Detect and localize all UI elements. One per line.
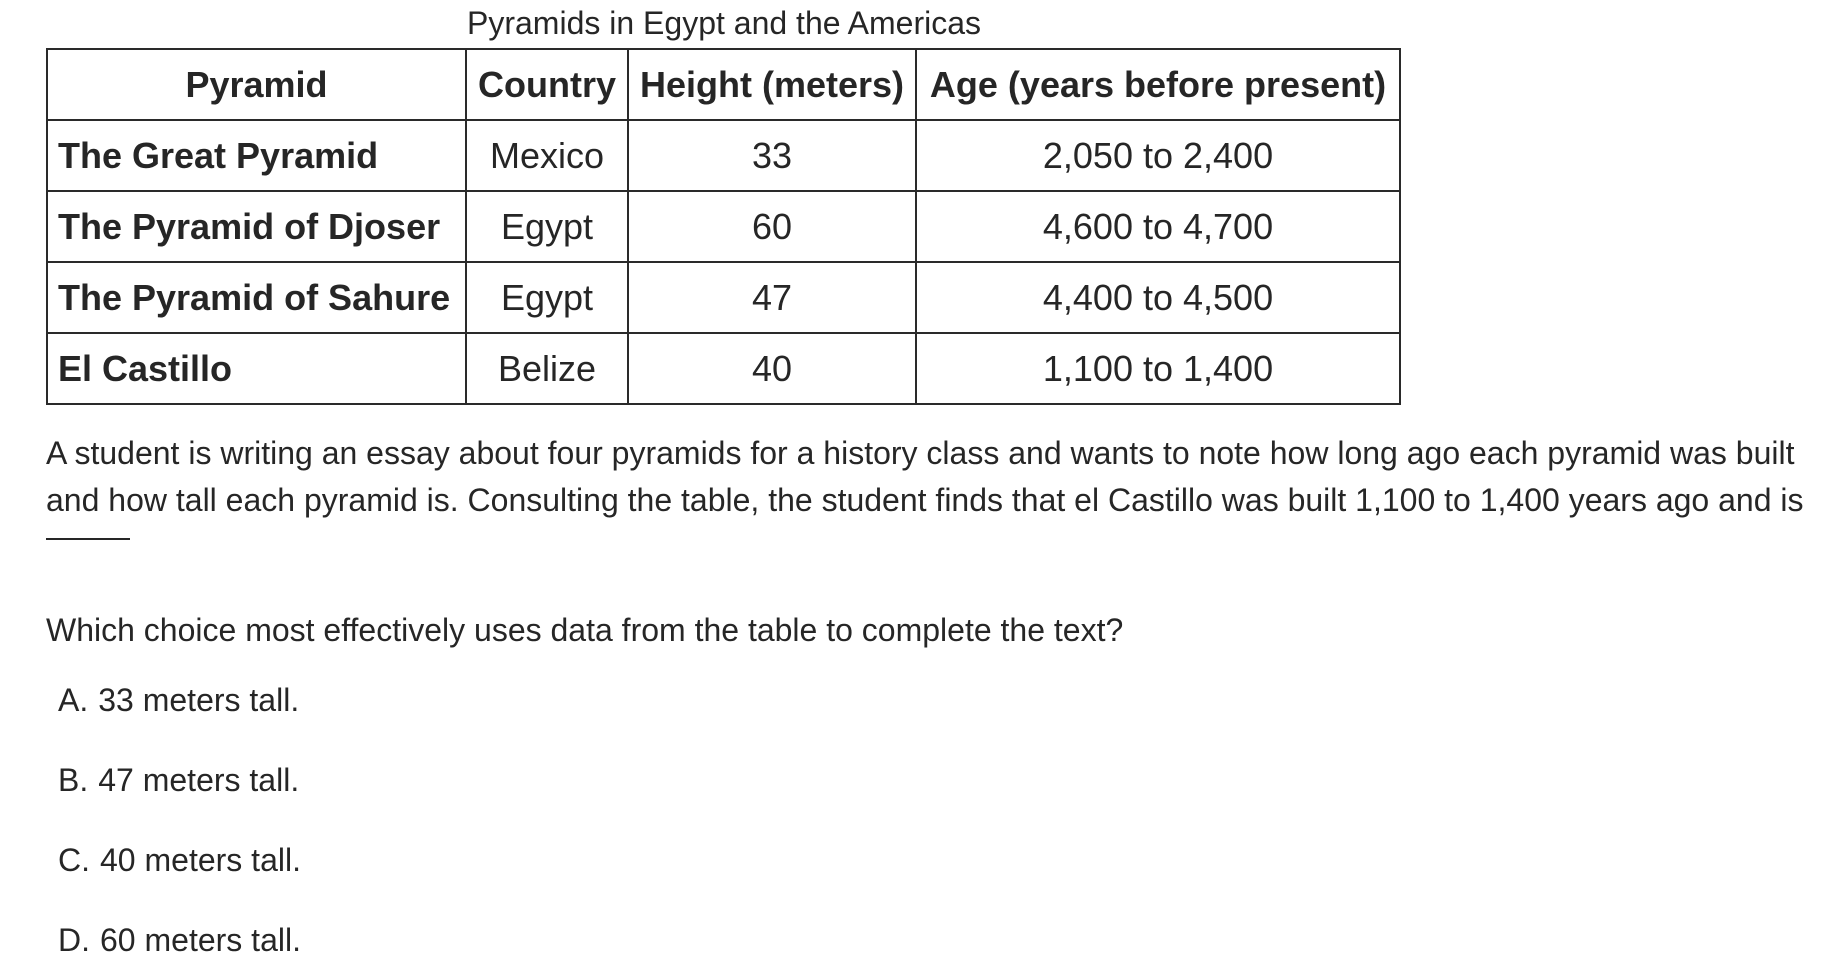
choice-b[interactable]: B. 47 meters tall. xyxy=(58,760,299,800)
choice-letter: A. xyxy=(58,682,89,718)
choice-text: 33 meters tall. xyxy=(98,682,300,718)
pyramids-table: Pyramid Country Height (meters) Age (yea… xyxy=(46,48,1401,405)
choice-letter: B. xyxy=(58,762,89,798)
column-header-height: Height (meters) xyxy=(627,48,917,121)
height-cell: 33 xyxy=(627,119,917,192)
age-cell: 2,050 to 2,400 xyxy=(915,119,1401,192)
choice-text: 60 meters tall. xyxy=(100,922,301,958)
height-cell: 40 xyxy=(627,332,917,405)
table-row: The Pyramid of Djoser Egypt 60 4,600 to … xyxy=(46,190,1401,263)
table-header-row: Pyramid Country Height (meters) Age (yea… xyxy=(46,48,1401,121)
choice-a[interactable]: A. 33 meters tall. xyxy=(58,680,299,720)
passage-line: and how tall each pyramid is. Consulting… xyxy=(46,482,1804,518)
country-cell: Egypt xyxy=(465,190,629,263)
choice-c[interactable]: C. 40 meters tall. xyxy=(58,840,301,880)
pyramid-name-cell: The Pyramid of Djoser xyxy=(46,190,467,263)
table-row: The Great Pyramid Mexico 33 2,050 to 2,4… xyxy=(46,119,1401,192)
age-cell: 4,600 to 4,700 xyxy=(915,190,1401,263)
choice-text: 47 meters tall. xyxy=(98,762,300,798)
passage-text: A student is writing an essay about four… xyxy=(46,430,1836,524)
table-row: El Castillo Belize 40 1,100 to 1,400 xyxy=(46,332,1401,405)
choice-d[interactable]: D. 60 meters tall. xyxy=(58,920,301,960)
choice-text: 40 meters tall. xyxy=(100,842,301,878)
table-row: The Pyramid of Sahure Egypt 47 4,400 to … xyxy=(46,261,1401,334)
column-header-pyramid: Pyramid xyxy=(46,48,467,121)
column-header-country: Country xyxy=(465,48,629,121)
country-cell: Belize xyxy=(465,332,629,405)
pyramid-name-cell: El Castillo xyxy=(46,332,467,405)
answer-blank xyxy=(46,538,130,540)
passage-line: A student is writing an essay about four… xyxy=(46,435,1795,471)
column-header-age: Age (years before present) xyxy=(915,48,1401,121)
age-cell: 4,400 to 4,500 xyxy=(915,261,1401,334)
question-prompt: Which choice most effectively uses data … xyxy=(46,612,1124,648)
choice-letter: D. xyxy=(58,922,90,958)
height-cell: 60 xyxy=(627,190,917,263)
height-cell: 47 xyxy=(627,261,917,334)
pyramid-name-cell: The Pyramid of Sahure xyxy=(46,261,467,334)
table-caption: Pyramids in Egypt and the Americas xyxy=(467,5,982,41)
country-cell: Egypt xyxy=(465,261,629,334)
age-cell: 1,100 to 1,400 xyxy=(915,332,1401,405)
country-cell: Mexico xyxy=(465,119,629,192)
choice-letter: C. xyxy=(58,842,90,878)
pyramid-name-cell: The Great Pyramid xyxy=(46,119,467,192)
